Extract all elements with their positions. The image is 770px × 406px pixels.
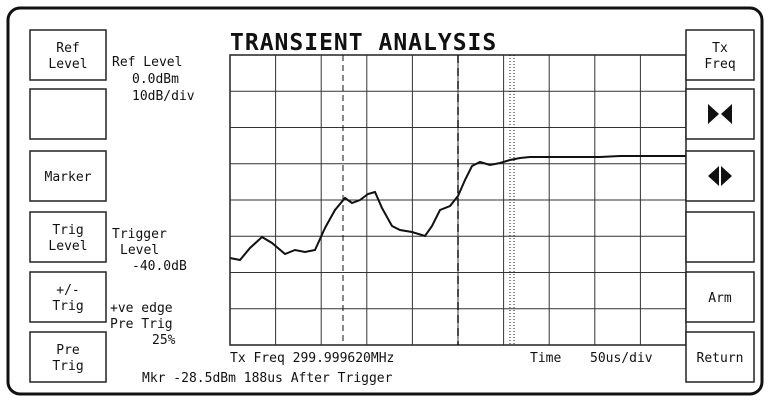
trigger-label: Level (120, 243, 159, 258)
pre-trig-value: 25% (152, 333, 176, 348)
soft-key-box[interactable] (29, 211, 107, 263)
soft-key[interactable]: Arm (685, 271, 755, 323)
graticule (229, 54, 687, 346)
soft-key[interactable] (685, 211, 755, 263)
soft-key[interactable]: Tx Freq (685, 29, 755, 81)
soft-key-box[interactable] (685, 88, 755, 140)
soft-key-box[interactable] (685, 331, 755, 383)
soft-key-label[interactable]: Tx Freq (704, 41, 735, 72)
soft-key-label[interactable]: Return (697, 351, 744, 366)
time-label: Time (530, 351, 561, 366)
soft-key[interactable] (685, 150, 755, 202)
soft-key-box[interactable] (29, 150, 107, 202)
soft-key[interactable] (685, 88, 755, 140)
soft-key-box[interactable] (29, 88, 107, 140)
soft-key-box[interactable] (29, 29, 107, 81)
soft-key[interactable]: Trig Level (29, 211, 107, 263)
marker-readout: Mkr -28.5dBm 188us After Trigger (142, 371, 393, 386)
pre-trig-label: Pre Trig (110, 317, 173, 332)
title: TRANSIENT ANALYSIS (230, 30, 497, 56)
trigger-label: Trigger (112, 227, 167, 242)
freq-readout: Tx Freq 299.999620MHz (230, 351, 394, 366)
zoom-icon[interactable] (708, 104, 732, 124)
soft-key-box[interactable] (29, 331, 107, 383)
soft-key-box[interactable] (685, 271, 755, 323)
soft-key[interactable] (29, 88, 107, 140)
soft-key[interactable]: Pre Trig (29, 331, 107, 383)
soft-key[interactable]: Marker (29, 150, 107, 202)
time-scale: 50us/div (590, 351, 653, 366)
soft-key-box[interactable] (685, 29, 755, 81)
ref-scale: 10dB/div (132, 89, 195, 104)
soft-key-label[interactable]: Arm (708, 291, 732, 306)
soft-keys: Ref Level Marker Trig Level +/-Trig Pre Trig Tx F… (29, 29, 755, 383)
soft-key[interactable]: Ref Level (29, 29, 107, 81)
pan-icon[interactable] (708, 166, 732, 186)
trigger-edge: +ve edge (110, 301, 173, 316)
ref-label: Ref Level (112, 55, 182, 70)
ref-value: 0.0dBm (132, 72, 179, 87)
frame (6, 6, 764, 396)
trigger-value: -40.0dB (132, 259, 187, 274)
soft-key-label[interactable]: +/-Trig (52, 283, 83, 314)
soft-key-label[interactable]: Pre Trig (52, 343, 83, 374)
trace (229, 155, 686, 262)
soft-key-label[interactable]: Marker (45, 170, 92, 185)
soft-key-label[interactable]: Ref Level (48, 41, 87, 72)
soft-key-label[interactable]: Trig Level (48, 223, 87, 254)
soft-key[interactable]: Return (685, 331, 755, 383)
soft-key-box[interactable] (29, 271, 107, 323)
soft-key-box[interactable] (685, 150, 755, 202)
soft-key-box[interactable] (685, 211, 755, 263)
soft-key[interactable]: +/-Trig (29, 271, 107, 323)
